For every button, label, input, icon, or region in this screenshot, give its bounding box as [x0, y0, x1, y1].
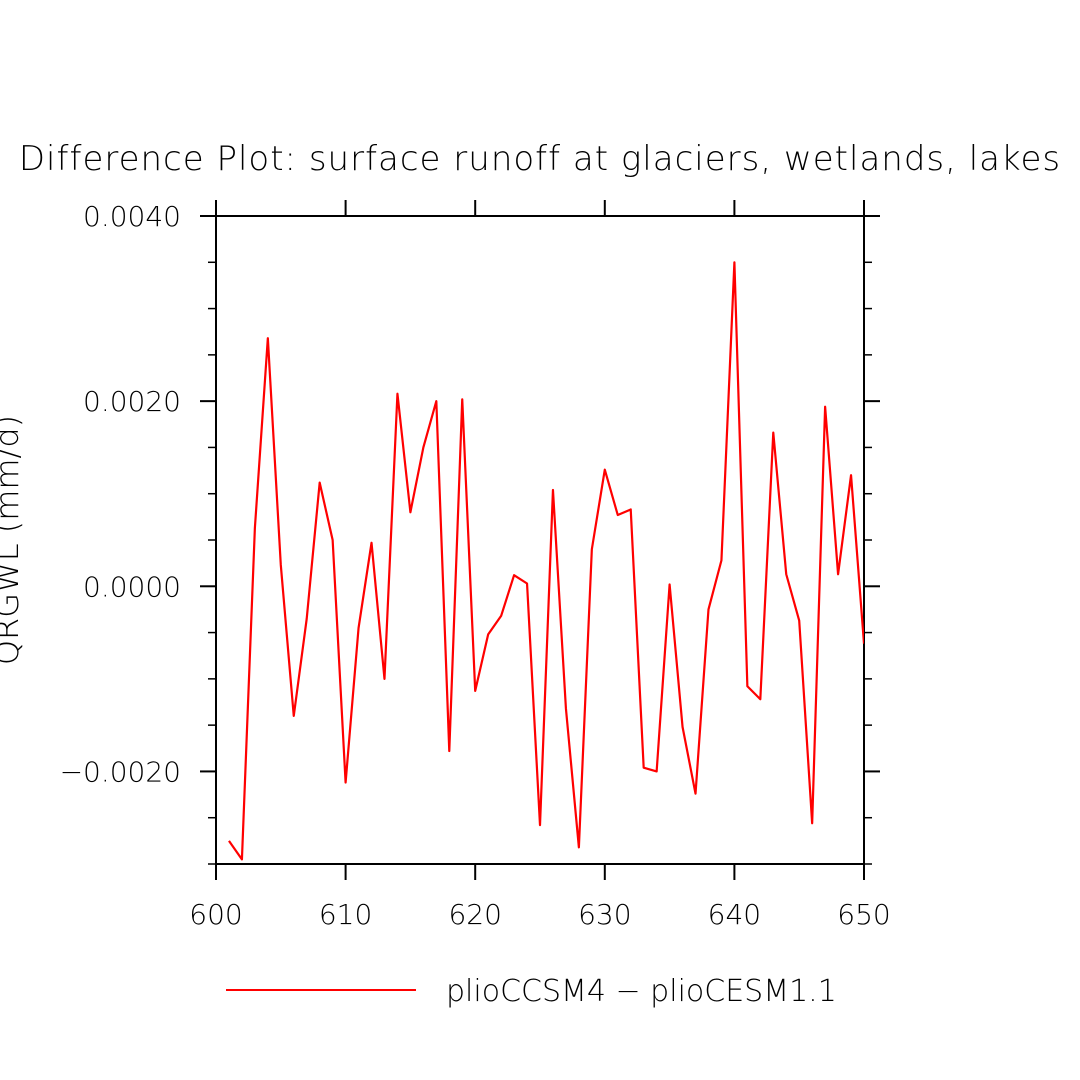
- x-tick-label: 620: [448, 898, 501, 931]
- series-line-0: [228, 261, 864, 861]
- y-tick-label: 0.0040: [83, 200, 181, 233]
- y-tick-label: −0.0020: [60, 755, 181, 788]
- legend-label: plioCCSM4 − plioCESM1.1: [446, 974, 837, 1009]
- legend: plioCCSM4 − plioCESM1.1: [226, 974, 837, 1009]
- x-tick-label: 600: [189, 898, 242, 931]
- y-tick-label: 0.0000: [83, 570, 181, 603]
- series-layer: [228, 261, 864, 861]
- y-axis-label: QRGWL (mm/d): [0, 415, 26, 665]
- x-tick-label: 610: [319, 898, 372, 931]
- x-tick-label: 630: [578, 898, 631, 931]
- x-tick-label: 650: [837, 898, 890, 931]
- minor-ticks: [208, 261, 872, 865]
- x-axis-ticks: 600 610 620 630 640 650: [189, 200, 891, 931]
- chart-title: Difference Plot: surface runoff at glaci…: [19, 139, 1061, 179]
- x-tick-label: 640: [708, 898, 761, 931]
- y-axis-ticks: −0.0020 0.0000 0.0020 0.0040: [60, 200, 880, 788]
- y-tick-label: 0.0020: [83, 385, 181, 418]
